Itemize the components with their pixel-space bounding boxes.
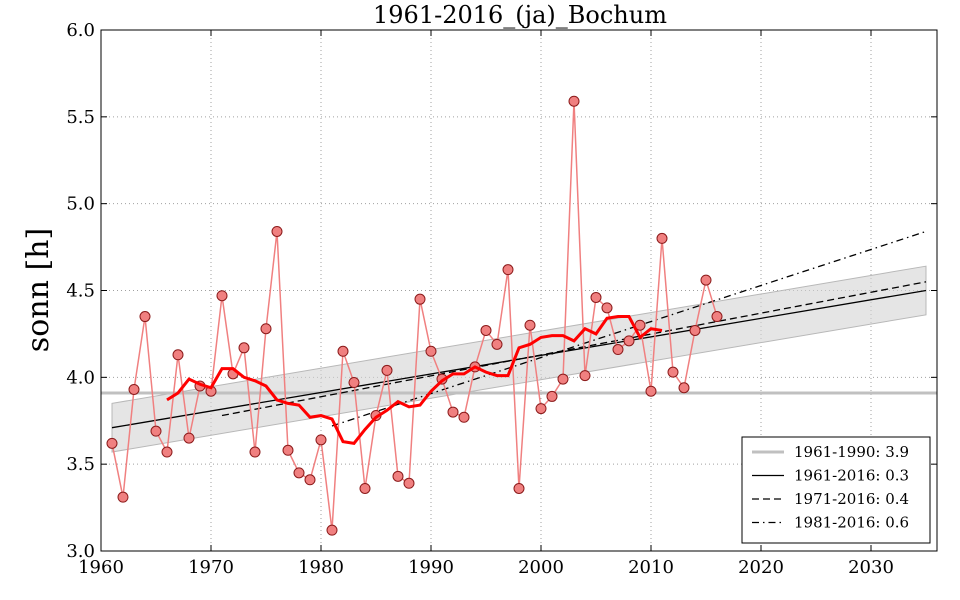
- data-point: [447, 406, 459, 418]
- legend-box: [741, 436, 931, 544]
- data-point: [238, 342, 250, 354]
- data-point: [271, 225, 283, 237]
- y-tick-label: 4.0: [66, 367, 95, 388]
- y-tick-label: 3.5: [66, 454, 95, 475]
- data-point: [667, 366, 679, 378]
- data-point: [458, 411, 470, 423]
- data-point: [678, 382, 690, 394]
- data-point: [425, 345, 437, 357]
- data-point: [392, 470, 404, 482]
- data-point: [524, 319, 536, 331]
- y-axis-label: sonn [h]: [21, 228, 56, 352]
- y-tick-label: 5.5: [66, 107, 95, 128]
- data-point: [656, 232, 668, 244]
- y-tick-label: 3.0: [66, 541, 95, 562]
- x-tick-label: 1990: [408, 557, 454, 578]
- data-point: [480, 324, 492, 336]
- y-tick-label: 5.0: [66, 194, 95, 215]
- data-point: [150, 425, 162, 437]
- data-point: [326, 524, 338, 536]
- y-tick-label: 6.0: [66, 20, 95, 41]
- data-point: [546, 390, 558, 402]
- data-point: [403, 477, 415, 489]
- data-point: [161, 446, 173, 458]
- data-point: [260, 323, 272, 335]
- data-point: [304, 474, 316, 486]
- data-point: [590, 291, 602, 303]
- x-tick-label: 1980: [298, 557, 344, 578]
- data-point: [282, 444, 294, 456]
- data-point: [337, 345, 349, 357]
- legend-label-2: 1971-2016: 0.4: [794, 490, 909, 508]
- legend-label-0: 1961-1990: 3.9: [794, 443, 909, 461]
- data-point: [568, 95, 580, 107]
- x-tick-label: 2000: [518, 557, 564, 578]
- annual-values-line: [111, 101, 718, 531]
- x-tick-label: 2020: [738, 557, 784, 578]
- data-point: [128, 383, 140, 395]
- x-tick-label: 1970: [188, 557, 234, 578]
- data-point: [216, 290, 228, 302]
- data-point: [106, 437, 118, 449]
- data-point: [612, 344, 624, 356]
- reference-line-2: [221, 281, 927, 417]
- series-group: [106, 95, 723, 536]
- data-point: [117, 491, 129, 503]
- x-tick-label: 1960: [78, 557, 124, 578]
- legend: 1961-1990: 3.9 1961-2016: 0.3 1971-2016: 0…: [741, 436, 931, 544]
- data-point: [535, 403, 547, 415]
- data-point: [689, 324, 701, 336]
- y-tick-label: 4.5: [66, 281, 95, 302]
- data-point: [645, 385, 657, 397]
- data-point: [183, 432, 195, 444]
- x-tick-label: 2030: [848, 557, 894, 578]
- data-point: [139, 311, 151, 323]
- data-point: [557, 373, 569, 385]
- x-tick-label: 2010: [628, 557, 674, 578]
- data-point: [172, 349, 184, 361]
- data-point: [315, 434, 327, 446]
- legend-label-1: 1961-2016: 0.3: [794, 467, 909, 485]
- data-point: [601, 302, 613, 314]
- axis-ticks: 1960 1970 1980 1990 2000 2010 2020 2030 3.0 3.5 4.…: [66, 20, 937, 578]
- data-point: [249, 446, 261, 458]
- data-point: [381, 364, 393, 376]
- data-point: [502, 264, 514, 276]
- data-point: [414, 293, 426, 305]
- data-point: [359, 482, 371, 494]
- data-point: [579, 370, 591, 382]
- legend-label-3: 1981-2016: 0.6: [794, 514, 909, 532]
- chart-title: 1961-2016_(ja)_Bochum: [373, 1, 667, 29]
- data-point: [293, 467, 305, 479]
- data-point: [491, 338, 503, 350]
- running-mean-line: [166, 315, 663, 445]
- data-point: [513, 482, 525, 494]
- data-point: [700, 274, 712, 286]
- data-point: [348, 377, 360, 389]
- data-point: [711, 311, 723, 323]
- data-point: [623, 335, 635, 347]
